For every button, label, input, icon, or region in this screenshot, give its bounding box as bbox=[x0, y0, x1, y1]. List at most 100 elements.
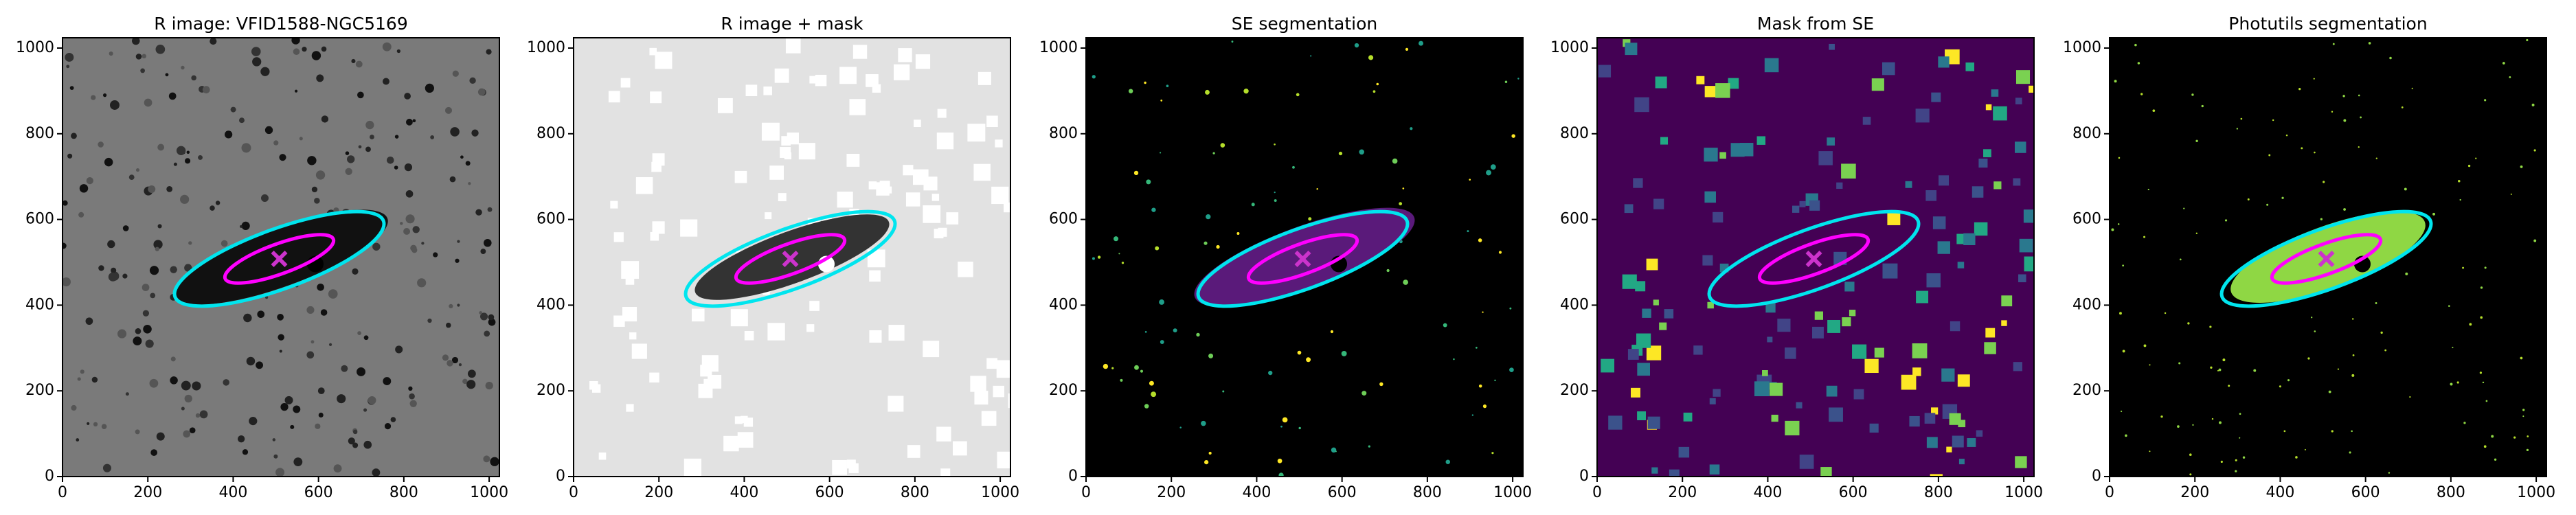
image-feature bbox=[251, 47, 261, 56]
image-feature bbox=[460, 155, 464, 159]
image-feature bbox=[135, 168, 140, 172]
image-feature bbox=[1354, 43, 1359, 48]
image-feature bbox=[2480, 286, 2483, 289]
image-feature bbox=[447, 360, 453, 367]
image-feature bbox=[358, 145, 362, 149]
image-feature bbox=[2375, 302, 2377, 304]
image-feature bbox=[903, 165, 914, 176]
image-feature bbox=[1368, 55, 1374, 60]
image-feature bbox=[2389, 56, 2392, 60]
aperture-ellipse bbox=[1196, 209, 1410, 308]
image-feature bbox=[1151, 391, 1157, 398]
image-feature bbox=[183, 430, 191, 438]
image-feature bbox=[63, 200, 68, 206]
image-feature bbox=[2520, 165, 2523, 168]
image-feature bbox=[122, 225, 129, 231]
image-feature bbox=[978, 71, 991, 85]
image-feature bbox=[2522, 409, 2525, 411]
image-feature bbox=[155, 247, 159, 251]
aperture-ellipse bbox=[683, 209, 897, 308]
image-feature bbox=[210, 205, 215, 211]
image-feature bbox=[1113, 236, 1119, 242]
image-feature bbox=[1509, 307, 1512, 310]
image-feature bbox=[1601, 358, 1615, 373]
image-feature bbox=[91, 95, 96, 100]
image-feature bbox=[2351, 318, 2354, 320]
image-feature bbox=[1901, 374, 1917, 390]
image-feature bbox=[2240, 117, 2243, 120]
image-feature bbox=[272, 438, 276, 442]
image-feature bbox=[1160, 100, 1163, 102]
image-feature bbox=[958, 262, 973, 277]
image-feature bbox=[1704, 148, 1718, 162]
image-feature bbox=[2384, 349, 2387, 352]
image-feature bbox=[839, 67, 857, 84]
image-feature bbox=[345, 151, 350, 155]
image-feature bbox=[91, 376, 98, 383]
x-tick-label: 400 bbox=[1753, 484, 1782, 501]
image-feature bbox=[109, 52, 113, 56]
image-feature bbox=[1702, 255, 1713, 266]
y-tick-label: 1000 bbox=[1039, 39, 1078, 56]
center-marker bbox=[2318, 250, 2335, 267]
image-feature bbox=[923, 205, 941, 223]
image-feature bbox=[743, 417, 754, 427]
image-feature bbox=[1869, 423, 1879, 433]
image-feature bbox=[1715, 83, 1730, 98]
image-feature bbox=[243, 313, 252, 323]
image-feature bbox=[192, 381, 201, 391]
image-feature bbox=[1785, 347, 1796, 359]
image-feature bbox=[2013, 178, 2021, 186]
image-feature bbox=[467, 369, 476, 378]
image-feature bbox=[239, 117, 245, 124]
image-feature bbox=[1939, 175, 1950, 186]
image-feature bbox=[2029, 85, 2034, 93]
image-feature bbox=[1208, 353, 1214, 358]
image-feature bbox=[1278, 472, 1284, 477]
image-feature bbox=[649, 47, 657, 56]
image-feature bbox=[225, 130, 233, 139]
image-feature bbox=[135, 429, 140, 435]
image-feature bbox=[1335, 450, 1337, 453]
image-feature bbox=[221, 240, 228, 247]
y-tick-label: 1000 bbox=[527, 39, 565, 56]
image-feature bbox=[1659, 322, 1667, 330]
image-feature bbox=[477, 88, 486, 96]
image-feature bbox=[1144, 404, 1149, 409]
image-feature bbox=[2304, 448, 2306, 450]
image-feature bbox=[2405, 272, 2408, 275]
image-feature bbox=[469, 77, 476, 84]
image-feature bbox=[293, 457, 303, 467]
image-feature bbox=[2483, 445, 2487, 448]
image-feature bbox=[76, 438, 80, 442]
image-feature bbox=[1331, 447, 1337, 453]
y-tick-label: 0 bbox=[45, 468, 54, 485]
image-feature bbox=[2187, 322, 2190, 325]
image-feature bbox=[87, 422, 90, 425]
image-feature bbox=[368, 396, 376, 404]
image-feature bbox=[1930, 474, 1943, 477]
image-feature bbox=[1204, 241, 1208, 245]
image-feature bbox=[2266, 203, 2269, 206]
image-feature bbox=[2143, 236, 2146, 238]
image-feature bbox=[1651, 467, 1658, 474]
image-feature bbox=[142, 310, 150, 317]
image-feature bbox=[2323, 181, 2325, 183]
image-feature bbox=[914, 119, 921, 128]
image-feature bbox=[363, 440, 372, 449]
image-feature bbox=[1762, 370, 1768, 376]
image-feature bbox=[352, 442, 359, 448]
image-feature bbox=[2228, 385, 2230, 387]
y-tick-label: 0 bbox=[1579, 468, 1589, 485]
image-feature bbox=[2375, 157, 2377, 159]
image-feature bbox=[2332, 43, 2335, 45]
image-feature bbox=[455, 258, 460, 263]
image-feature bbox=[1771, 414, 1778, 422]
image-feature bbox=[1836, 182, 1843, 189]
image-feature bbox=[1827, 137, 1835, 146]
image-feature bbox=[485, 381, 493, 390]
image-feature bbox=[307, 156, 317, 165]
image-feature bbox=[1359, 149, 1364, 155]
image-feature bbox=[1445, 459, 1451, 464]
image-feature bbox=[2388, 472, 2391, 474]
